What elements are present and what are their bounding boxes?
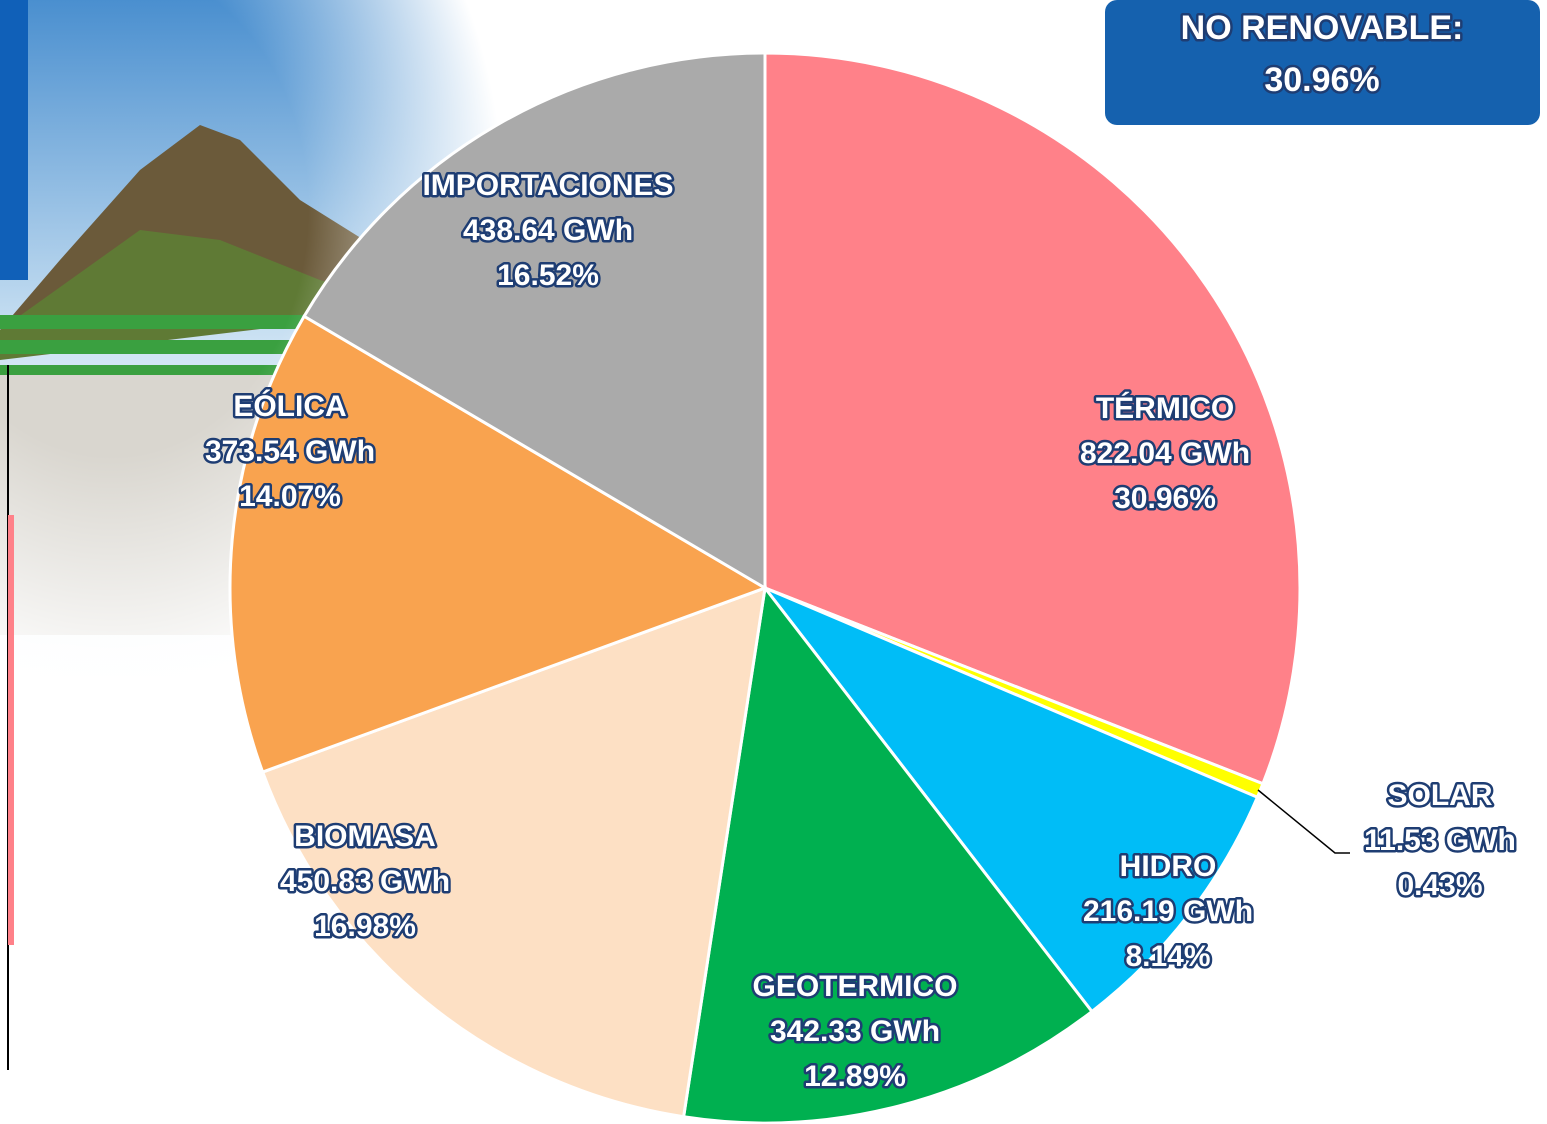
percentage-label: 16.52%	[497, 259, 599, 292]
leader-line	[1257, 789, 1350, 854]
category-label: IMPORTACIONES	[422, 169, 673, 202]
value-label: 373.54 GWh	[205, 435, 375, 468]
percentage-label: 12.89%	[804, 1060, 906, 1093]
value-label: 438.64 GWh	[463, 214, 633, 247]
value-label: 216.19 GWh	[1083, 895, 1253, 928]
percentage-label: 14.07%	[239, 480, 341, 513]
slice	[760, 584, 1260, 1014]
percentage-label: 0.43%	[1397, 869, 1482, 902]
value-label: 342.33 GWh	[770, 1015, 940, 1048]
percentage-label: 16.98%	[314, 910, 416, 943]
value-label: 822.04 GWh	[1080, 437, 1250, 470]
percentage-label: 30.96%	[1114, 482, 1216, 515]
value-label: 11.53 GWh	[1364, 824, 1516, 857]
category-label: SOLAR	[1388, 779, 1493, 812]
category-label: BIOMASA	[294, 820, 436, 853]
category-label: GEOTERMICO	[752, 970, 957, 1003]
annotation-text: NO RENOVABLE:	[1181, 9, 1464, 47]
category-label: HIDRO	[1120, 850, 1217, 883]
annotation-value: 30.96%	[1264, 61, 1379, 99]
slice	[228, 314, 769, 774]
slice	[302, 51, 767, 591]
slice	[763, 51, 1302, 786]
percentage-label: 8.14%	[1125, 940, 1210, 973]
annotation-box: NO RENOVABLE: 30.96%	[1105, 0, 1540, 125]
category-label: TÉRMICO	[1096, 391, 1234, 425]
slice	[260, 585, 767, 1119]
slice	[681, 584, 1095, 1124]
category-label: EÓLICA	[233, 389, 346, 423]
value-label: 450.83 GWh	[280, 865, 450, 898]
